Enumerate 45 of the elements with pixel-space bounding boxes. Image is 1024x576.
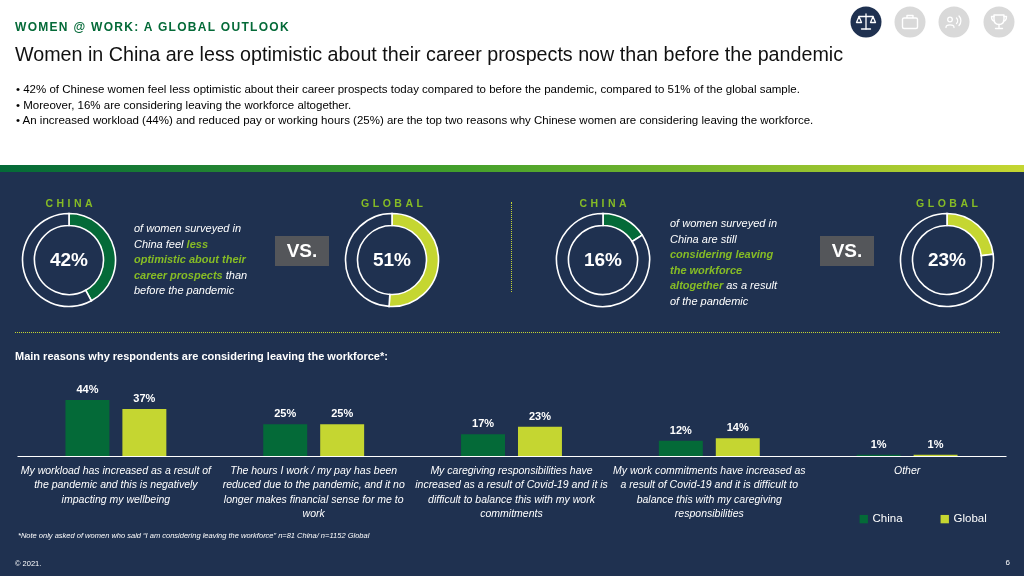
legend-label: Global — [953, 512, 987, 525]
data-label: 1% — [927, 437, 944, 450]
chart-title: GLOBAL — [361, 197, 427, 209]
bar — [517, 426, 562, 456]
data-label: 23% — [528, 409, 552, 422]
text: • Moreover, 16% are considering leaving the workforce altogether. — [16, 97, 352, 113]
chart-title: GLOBAL — [916, 197, 982, 209]
bar — [658, 440, 703, 456]
data-label: 1% — [870, 437, 887, 450]
text: Women in China are less optimistic about their career prospects now than before the pandemic — [15, 43, 844, 66]
text: • 42% of Chinese women feel less optimistic about their career prospects today compared to before the pandemic, compared to 51% of the global sample. — [16, 82, 800, 97]
donut-slice — [899, 212, 995, 308]
x-tick-label: My work commitments have increased as a result of Covid-19 and it is difficult to balance this with my caregiving responsibilities — [613, 463, 807, 519]
bar — [122, 408, 167, 456]
chart-title: Main reasons why respondents are considering leaving the workforce*: — [15, 350, 388, 362]
x-tick-label: My caregiving responsibilities have increased as a result of Covid-19 and it is difficult to balance this with my work commitments — [415, 463, 609, 519]
data-label: 25% — [331, 407, 354, 420]
text: 6 — [1005, 558, 1010, 567]
text: WOMEN @ WORK: A GLOBAL OUTLOOK — [15, 20, 290, 34]
data-label: 37% — [133, 391, 156, 404]
x-tick-label: Other — [893, 463, 921, 476]
data-label: 42% — [49, 249, 89, 270]
data-label: 25% — [274, 407, 297, 420]
chart-title: CHINA — [45, 197, 97, 209]
badge-box: VS. — [820, 236, 874, 266]
donut-slice — [555, 212, 651, 308]
text: • An increased workload (44%) and reduced pay or working hours (25%) are the top two reasons why Chinese women are considering leaving the workforce. — [16, 113, 814, 129]
bar — [263, 424, 308, 456]
data-label: 14% — [726, 421, 749, 434]
bar — [715, 438, 760, 456]
text: of women surveyed in China are still — [670, 217, 777, 245]
x-tick-label: The hours I work / my pay has been reduced due to the pandemic, and it no longer makes financial sense for me to work — [222, 463, 405, 519]
data-label: 12% — [669, 423, 693, 436]
data-label: 44% — [76, 383, 99, 395]
data-label: 16% — [583, 249, 623, 270]
data-label: 23% — [927, 249, 967, 270]
badge-box: VS. — [275, 236, 329, 266]
bar — [461, 434, 506, 456]
data-label: 51% — [372, 249, 412, 270]
bar — [65, 400, 110, 456]
legend-label: China — [872, 512, 904, 525]
data-label: 17% — [472, 417, 495, 430]
chart-title: CHINA — [579, 197, 631, 209]
x-tick-label: My workload has increased as a result of the pandemic and this is negatively impacting my wellbeing — [20, 463, 213, 505]
bar — [320, 424, 365, 456]
